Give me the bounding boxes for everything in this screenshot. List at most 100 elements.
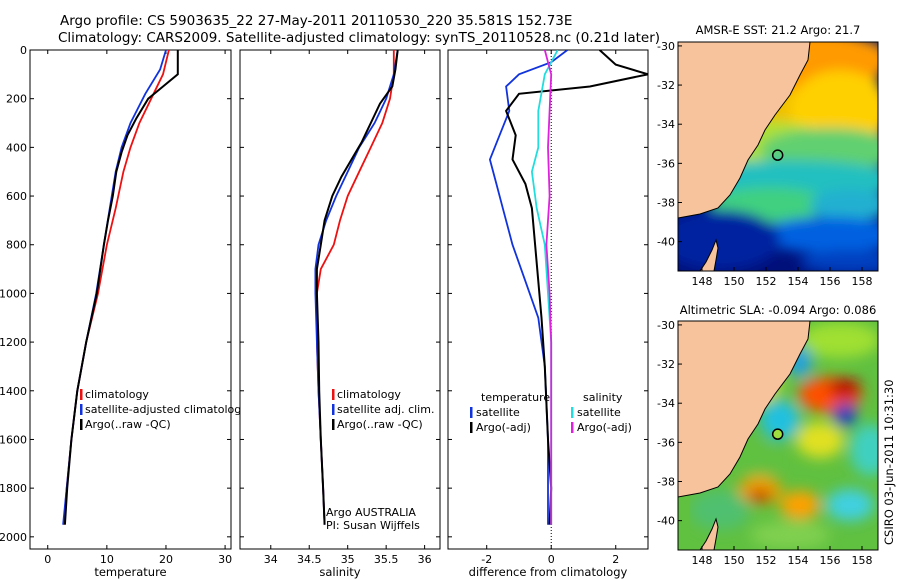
salinity-note: Argo AUSTRALIA xyxy=(326,506,416,519)
temperature-xtick-label: 0 xyxy=(44,553,51,566)
map-ytick-label: -40 xyxy=(657,236,675,249)
legend-heading-temperature: temperature xyxy=(481,391,550,404)
map-ytick-label: -32 xyxy=(657,358,675,371)
difference-legend-label: satellite xyxy=(577,406,621,419)
salinity-xtick-label: 34.5 xyxy=(297,553,322,566)
map-ytick-label: -38 xyxy=(657,475,675,488)
sla-map xyxy=(678,321,878,550)
temperature-legend-label: climatology xyxy=(85,388,149,401)
depth-tick-label: 600 xyxy=(6,190,27,203)
sla-map-axes: 148 150 152 154 156 158 -30 -32 -34 -36 -38 -40 xyxy=(657,319,872,567)
map-xtick-label: 150 xyxy=(724,275,745,288)
legend-heading-salinity: salinity xyxy=(583,391,623,404)
map-ytick-label: -38 xyxy=(657,196,675,209)
difference-legend-swatch xyxy=(571,407,574,418)
temperature-panel: 0 10 20 30 temperature 0 200 400 600 800 1000 1200 1… xyxy=(0,44,248,579)
salinity-xtick-label: 35 xyxy=(341,553,355,566)
salinity-xtick-label: 36 xyxy=(418,553,432,566)
map-xtick-label: 158 xyxy=(852,554,873,567)
difference-series-temperature-argo-adj- xyxy=(504,50,648,525)
depth-tick-label: 400 xyxy=(6,141,27,154)
difference-legend-label: satellite xyxy=(476,406,520,419)
difference-xtick-label: 2 xyxy=(612,553,619,566)
sst-map-axes: 148 150 152 154 156 158 -30 -32 -34 -36 -38 -40 xyxy=(657,40,872,288)
salinity-xtick-label: 35.5 xyxy=(374,553,399,566)
sla-field xyxy=(690,322,878,549)
salinity-xlabel: salinity xyxy=(319,565,360,579)
difference-series-salinity-argo-adj- xyxy=(543,50,553,525)
sst-land xyxy=(678,42,811,219)
difference-legend-label: Argo(-adj) xyxy=(577,421,632,434)
salinity-legend-label: satellite adj. clim. xyxy=(337,403,434,416)
salinity-series-argo-raw-qc- xyxy=(315,50,399,525)
difference-xtick-label: -2 xyxy=(481,553,492,566)
salinity-legend-label: climatology xyxy=(337,388,401,401)
depth-tick-label: 1200 xyxy=(0,336,27,349)
depth-tick-label: 1600 xyxy=(0,433,27,446)
depth-tick-label: 2000 xyxy=(0,531,27,544)
difference-legend-swatch xyxy=(470,422,473,433)
temperature-series-argo-raw-qc- xyxy=(63,50,179,525)
sla-map-frame xyxy=(677,320,879,551)
depth-tick-label: 200 xyxy=(6,93,27,106)
sst-map xyxy=(678,42,878,271)
temperature-legend-label: Argo(..raw -QC) xyxy=(85,418,171,431)
title-line-2: Climatology: CARS2009. Satellite-adjuste… xyxy=(58,30,660,46)
map-xtick-label: 156 xyxy=(820,275,841,288)
temperature-xtick-label: 30 xyxy=(218,553,232,566)
sst-land-south xyxy=(699,238,719,271)
map-ytick-label: -32 xyxy=(657,79,675,92)
temperature-xtick-label: 10 xyxy=(100,553,114,566)
salinity-panel: 34 34.5 35 35.5 36 salinity climatology satelli… xyxy=(239,49,441,579)
salinity-note: PI: Susan Wijffels xyxy=(326,519,420,532)
depth-tick-label: 0 xyxy=(20,44,27,57)
difference-xtick-label: 0 xyxy=(548,553,555,566)
temperature-legend-swatch xyxy=(80,404,83,415)
map-ytick-label: -36 xyxy=(657,436,675,449)
map-ytick-label: -40 xyxy=(657,515,675,528)
salinity-frame xyxy=(239,49,441,550)
sst-map-frame xyxy=(677,41,879,272)
map-xtick-label: 152 xyxy=(756,554,777,567)
temperature-frame xyxy=(29,49,232,550)
sst-map-title: AMSR-E SST: 21.2 Argo: 21.7 xyxy=(696,23,861,37)
salinity-legend-swatch xyxy=(332,419,335,430)
map-xtick-label: 150 xyxy=(724,554,745,567)
difference-legend-label: Argo(-adj) xyxy=(476,421,531,434)
temperature-legend-label: satellite-adjusted climatology xyxy=(85,403,248,416)
salinity-legend-swatch xyxy=(332,389,335,400)
map-ytick-label: -30 xyxy=(657,40,675,53)
depth-tick-label: 1000 xyxy=(0,287,27,300)
sla-argo-marker xyxy=(771,428,784,440)
difference-xlabel: difference from climatology xyxy=(469,565,628,579)
map-xtick-label: 156 xyxy=(820,554,841,567)
map-xtick-label: 154 xyxy=(788,275,809,288)
difference-legend-swatch xyxy=(571,422,574,433)
map-ytick-label: -34 xyxy=(657,397,675,410)
temperature-legend-swatch xyxy=(80,419,83,430)
map-xtick-label: 148 xyxy=(692,554,713,567)
temperature-legend-swatch xyxy=(80,389,83,400)
salinity-legend-label: Argo(..raw -QC) xyxy=(337,418,423,431)
sla-land-south xyxy=(699,517,719,550)
depth-tick-label: 800 xyxy=(6,239,27,252)
difference-legend-swatch xyxy=(470,407,473,418)
map-xtick-label: 154 xyxy=(788,554,809,567)
depth-tick-label: 1800 xyxy=(0,482,27,495)
sst-argo-marker xyxy=(771,149,784,161)
title-line-1: Argo profile: CS 5903635_22 27-May-2011 … xyxy=(60,13,572,29)
map-ytick-label: -36 xyxy=(657,157,675,170)
depth-tick-label: 1400 xyxy=(0,385,27,398)
sla-map-title: Altimetric SLA: -0.094 Argo: 0.086 xyxy=(680,303,877,317)
sla-land xyxy=(678,321,811,498)
map-ytick-label: -30 xyxy=(657,319,675,332)
salinity-xtick-label: 34 xyxy=(264,553,278,566)
map-xtick-label: 152 xyxy=(756,275,777,288)
salinity-legend-swatch xyxy=(332,404,335,415)
map-xtick-label: 158 xyxy=(852,275,873,288)
map-xtick-label: 148 xyxy=(692,275,713,288)
temperature-xlabel: temperature xyxy=(94,565,166,579)
side-timestamp: CSIRO 03-Jun-2011 10:31:30 xyxy=(882,379,896,545)
